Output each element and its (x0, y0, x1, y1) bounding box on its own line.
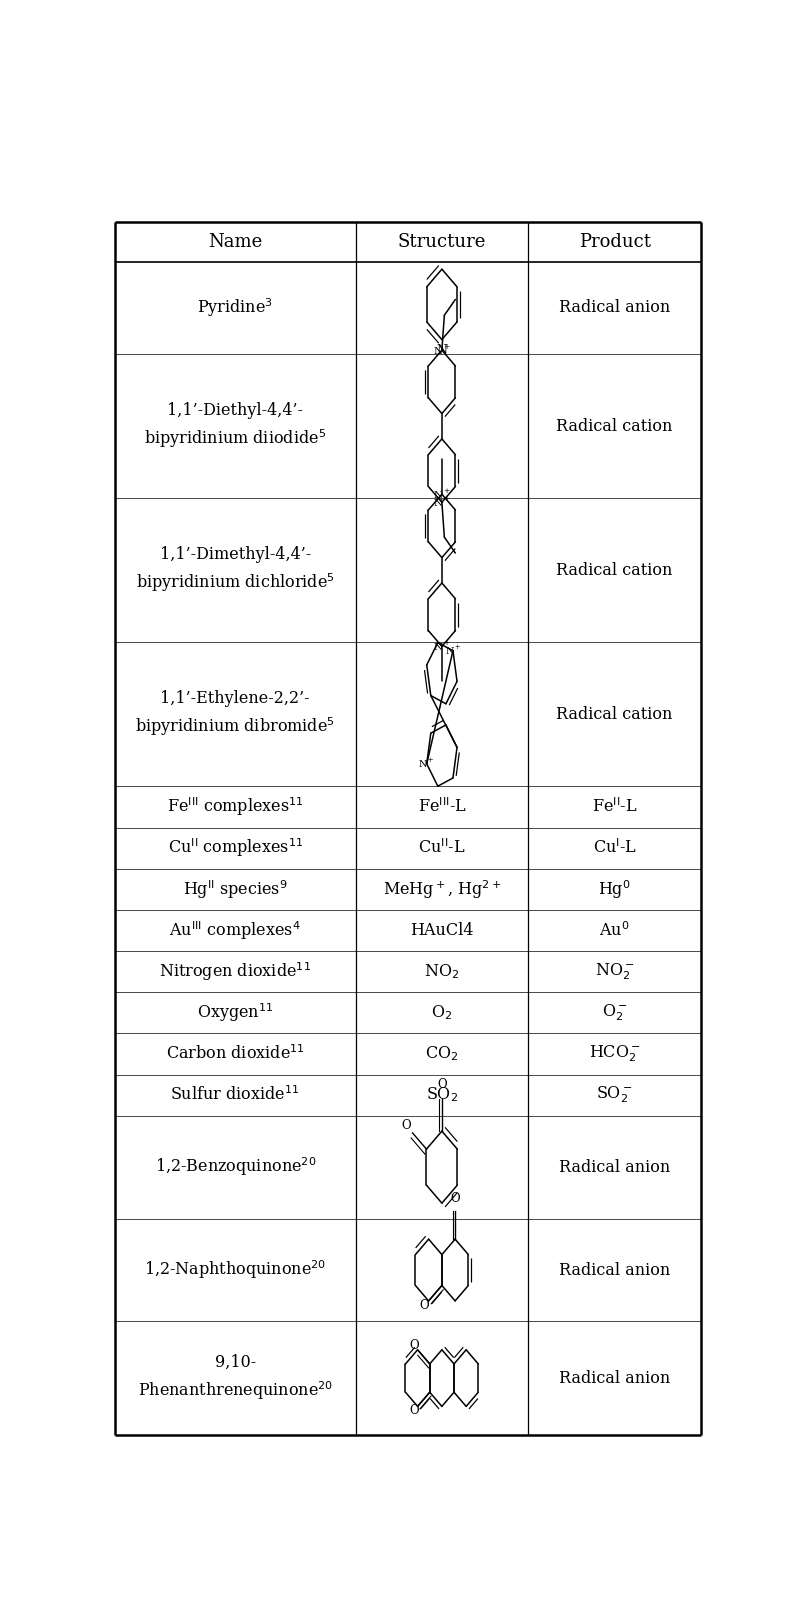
Text: Au$^{\mathsf{III}}$ complexes$^4$: Au$^{\mathsf{III}}$ complexes$^4$ (170, 920, 301, 942)
Text: Product: Product (579, 233, 650, 251)
Text: N$^+$: N$^+$ (433, 640, 451, 652)
Text: Radical anion: Radical anion (559, 1261, 670, 1279)
Text: Cu$^{\mathsf{I}}$-L: Cu$^{\mathsf{I}}$-L (592, 839, 637, 858)
Text: N$^+$: N$^+$ (433, 343, 451, 356)
Text: NO$_2^-$: NO$_2^-$ (595, 962, 634, 981)
Text: O: O (401, 1119, 411, 1132)
Text: Cu$^{\mathsf{II}}$-L: Cu$^{\mathsf{II}}$-L (418, 839, 466, 858)
Text: 1,1’-Dimethyl-4,4’-
bipyridinium dichloride$^5$: 1,1’-Dimethyl-4,4’- bipyridinium dichlor… (136, 546, 334, 594)
Text: Nitrogen dioxide$^{11}$: Nitrogen dioxide$^{11}$ (159, 960, 311, 983)
Text: O: O (419, 1298, 429, 1311)
Text: 1,1’-Ethylene-2,2’-
bipyridinium dibromide$^5$: 1,1’-Ethylene-2,2’- bipyridinium dibromi… (135, 690, 335, 738)
Text: Radical anion: Radical anion (559, 1370, 670, 1386)
Text: O: O (451, 1192, 460, 1206)
Text: SO$_2^-$: SO$_2^-$ (596, 1085, 633, 1106)
Text: Au$^0$: Au$^0$ (599, 921, 630, 939)
Text: O$_2$: O$_2$ (431, 1004, 452, 1022)
Text: 1,2-Benzoquinone$^{20}$: 1,2-Benzoquinone$^{20}$ (154, 1156, 316, 1179)
Text: Cu$^{\mathsf{II}}$ complexes$^{11}$: Cu$^{\mathsf{II}}$ complexes$^{11}$ (167, 837, 303, 860)
Text: O: O (409, 1404, 419, 1417)
Text: 1,1’-Diethyl-4,4’-
bipyridinium diiodide$^5$: 1,1’-Diethyl-4,4’- bipyridinium diiodide… (144, 402, 326, 450)
Text: CO$_2$: CO$_2$ (425, 1044, 458, 1064)
Text: 9,10-
Phenanthrenequinone$^{20}$: 9,10- Phenanthrenequinone$^{20}$ (138, 1353, 333, 1402)
Text: Fe$^{\mathsf{III}}$ complexes$^{11}$: Fe$^{\mathsf{III}}$ complexes$^{11}$ (167, 795, 303, 818)
Text: Name: Name (208, 233, 263, 251)
Text: Oxygen$^{11}$: Oxygen$^{11}$ (197, 1002, 274, 1025)
Text: HCO$_2^-$: HCO$_2^-$ (589, 1044, 641, 1064)
Text: HAuCl4: HAuCl4 (410, 921, 474, 939)
Text: Radical cation: Radical cation (556, 562, 673, 580)
Text: O: O (409, 1339, 419, 1352)
Text: Pyridine$^3$: Pyridine$^3$ (197, 296, 273, 319)
Text: O$_2^-$: O$_2^-$ (602, 1002, 627, 1023)
Text: N$^+$: N$^+$ (419, 758, 435, 771)
Text: Radical anion: Radical anion (559, 300, 670, 316)
Text: O: O (437, 1078, 447, 1091)
Text: SO$_2$: SO$_2$ (426, 1086, 458, 1104)
Text: N$^+$: N$^+$ (433, 495, 451, 508)
Text: Sulfur dioxide$^{11}$: Sulfur dioxide$^{11}$ (170, 1086, 300, 1104)
Text: Hg$^{\mathsf{II}}$ species$^9$: Hg$^{\mathsf{II}}$ species$^9$ (183, 877, 287, 900)
Text: N$^+$: N$^+$ (433, 487, 451, 500)
Text: Fe$^{\mathsf{III}}$-L: Fe$^{\mathsf{III}}$-L (418, 798, 466, 816)
Text: Radical cation: Radical cation (556, 706, 673, 722)
Text: N: N (436, 343, 447, 356)
Text: N$^+$: N$^+$ (444, 644, 462, 657)
Text: 1,2-Naphthoquinone$^{20}$: 1,2-Naphthoquinone$^{20}$ (144, 1258, 326, 1281)
Text: NO$_2$: NO$_2$ (424, 962, 459, 981)
Text: Structure: Structure (398, 233, 486, 251)
Text: Fe$^{\mathsf{II}}$-L: Fe$^{\mathsf{II}}$-L (592, 798, 638, 816)
Text: Carbon dioxide$^{11}$: Carbon dioxide$^{11}$ (166, 1044, 305, 1064)
Text: MeHg$^+$, Hg$^{2+}$: MeHg$^+$, Hg$^{2+}$ (383, 877, 501, 900)
Text: Hg$^0$: Hg$^0$ (599, 877, 631, 900)
Text: Radical anion: Radical anion (559, 1159, 670, 1175)
Text: Radical cation: Radical cation (556, 418, 673, 436)
